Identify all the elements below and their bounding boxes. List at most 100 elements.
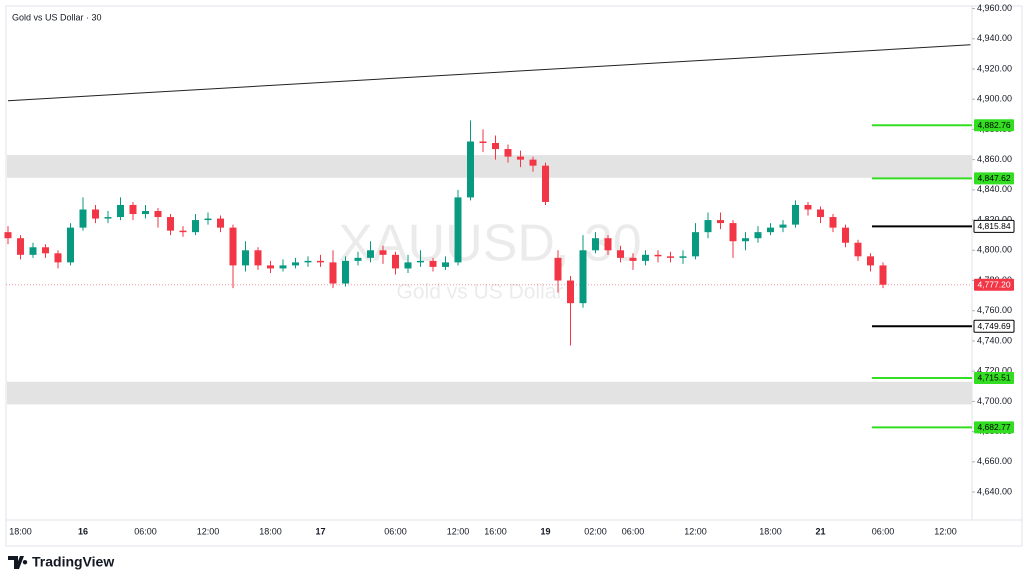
candle-body bbox=[442, 262, 449, 267]
candle-body bbox=[367, 250, 374, 258]
candle-body bbox=[129, 204, 137, 215]
level-label: 4,777.20 bbox=[977, 279, 1010, 289]
level-label: 4,815.84 bbox=[977, 221, 1010, 231]
candle-body bbox=[642, 254, 649, 261]
y-tick-label: 4,940.00 bbox=[977, 33, 1012, 43]
candle-body bbox=[379, 250, 387, 255]
candle-body bbox=[854, 242, 862, 257]
candle-body bbox=[517, 156, 524, 160]
watermark: XAUUSD, 30 Gold vs US Dollar bbox=[338, 215, 641, 304]
x-tick-label: 06:00 bbox=[134, 526, 157, 536]
candle-body bbox=[179, 230, 187, 233]
logo-text: TradingView bbox=[32, 554, 114, 570]
candle-body bbox=[192, 220, 199, 233]
candle-body bbox=[479, 141, 487, 144]
candle-body bbox=[229, 227, 237, 266]
candle-body bbox=[317, 260, 324, 263]
x-tick-label: 12:00 bbox=[447, 526, 470, 536]
candle-body bbox=[567, 280, 574, 304]
zone bbox=[7, 155, 972, 178]
x-tick-label: 18:00 bbox=[759, 526, 782, 536]
y-tick-label: 4,640.00 bbox=[977, 486, 1012, 496]
candle-body bbox=[17, 238, 24, 255]
y-tick-label: 4,700.00 bbox=[977, 396, 1012, 406]
candle-body bbox=[67, 227, 74, 263]
level-label: 4,715.51 bbox=[977, 373, 1010, 383]
x-tick-label: 06:00 bbox=[384, 526, 407, 536]
candle-body bbox=[692, 232, 699, 257]
candle-body bbox=[292, 262, 299, 266]
candle-body bbox=[504, 149, 512, 157]
candle-body bbox=[204, 218, 212, 221]
level-label: 4,749.69 bbox=[977, 321, 1010, 331]
y-tick-label: 4,800.00 bbox=[977, 245, 1012, 255]
trendline bbox=[7, 44, 971, 102]
level-label-box bbox=[974, 172, 1014, 185]
y-tick-label: 4,740.00 bbox=[977, 335, 1012, 345]
candle-body bbox=[579, 250, 587, 304]
candle-body bbox=[279, 265, 287, 269]
candle-body bbox=[679, 256, 687, 258]
level-label-box bbox=[973, 219, 1015, 233]
candle-body bbox=[742, 238, 749, 242]
candle-body bbox=[779, 224, 787, 228]
x-tick-label: 16 bbox=[78, 526, 88, 536]
candle-body bbox=[4, 232, 12, 239]
x-tick-label: 02:00 bbox=[584, 526, 607, 536]
candle-body bbox=[242, 250, 249, 266]
candle-body bbox=[654, 254, 662, 257]
x-tick-label: 06:00 bbox=[622, 526, 645, 536]
level-label: 4,682.77 bbox=[977, 422, 1010, 432]
zone bbox=[7, 381, 972, 405]
chart-title: Gold vs US Dollar · 30 bbox=[12, 12, 102, 22]
level-label: 4,847.62 bbox=[977, 173, 1010, 183]
candle-body bbox=[467, 141, 474, 198]
x-tick-label: 16:00 bbox=[484, 526, 507, 536]
candle-body bbox=[804, 204, 812, 210]
candle-body bbox=[267, 265, 274, 269]
level-label-box bbox=[974, 421, 1014, 434]
candle-body bbox=[354, 257, 362, 261]
x-tick-label: 19 bbox=[540, 526, 550, 536]
candle-body bbox=[154, 211, 162, 218]
candle-body bbox=[604, 238, 612, 251]
candle-body bbox=[717, 220, 724, 224]
x-tick-label: 12:00 bbox=[934, 526, 957, 536]
candle-body bbox=[167, 217, 174, 231]
candle-body bbox=[829, 217, 837, 228]
candle-body bbox=[592, 238, 599, 251]
y-tick-label: 4,760.00 bbox=[977, 305, 1012, 315]
candle-body bbox=[142, 211, 149, 215]
candle-body bbox=[42, 247, 49, 254]
watermark-description: Gold vs US Dollar bbox=[397, 281, 564, 304]
x-tick-label: 18:00 bbox=[9, 526, 32, 536]
y-tick-label: 4,960.00 bbox=[977, 3, 1012, 13]
candle-body bbox=[667, 256, 674, 258]
candle-body bbox=[617, 250, 624, 258]
level-label: 4,882.76 bbox=[977, 120, 1010, 130]
logo-icon bbox=[8, 556, 28, 569]
candle-body bbox=[704, 220, 712, 233]
candle-body bbox=[417, 260, 424, 263]
candle-body bbox=[842, 227, 849, 243]
candle-body bbox=[254, 250, 262, 266]
zones bbox=[7, 155, 972, 405]
candle-body bbox=[92, 209, 99, 219]
candle-body bbox=[867, 256, 874, 266]
candle-body bbox=[304, 260, 312, 263]
y-tick-label: 4,660.00 bbox=[977, 456, 1012, 466]
y-tick-label: 4,820.00 bbox=[977, 214, 1012, 224]
candle-body bbox=[429, 260, 437, 267]
candle-body bbox=[767, 227, 774, 233]
candle-body bbox=[792, 204, 799, 225]
candle-body bbox=[542, 165, 549, 202]
candle-body bbox=[454, 197, 462, 263]
candle-body bbox=[529, 159, 537, 166]
candle-body bbox=[79, 209, 87, 228]
candle-body bbox=[629, 257, 637, 261]
candle-body bbox=[754, 232, 762, 239]
x-tick-label: 17 bbox=[315, 526, 325, 536]
y-tick-label: 4,920.00 bbox=[977, 63, 1012, 73]
x-tick-label: 12:00 bbox=[197, 526, 220, 536]
